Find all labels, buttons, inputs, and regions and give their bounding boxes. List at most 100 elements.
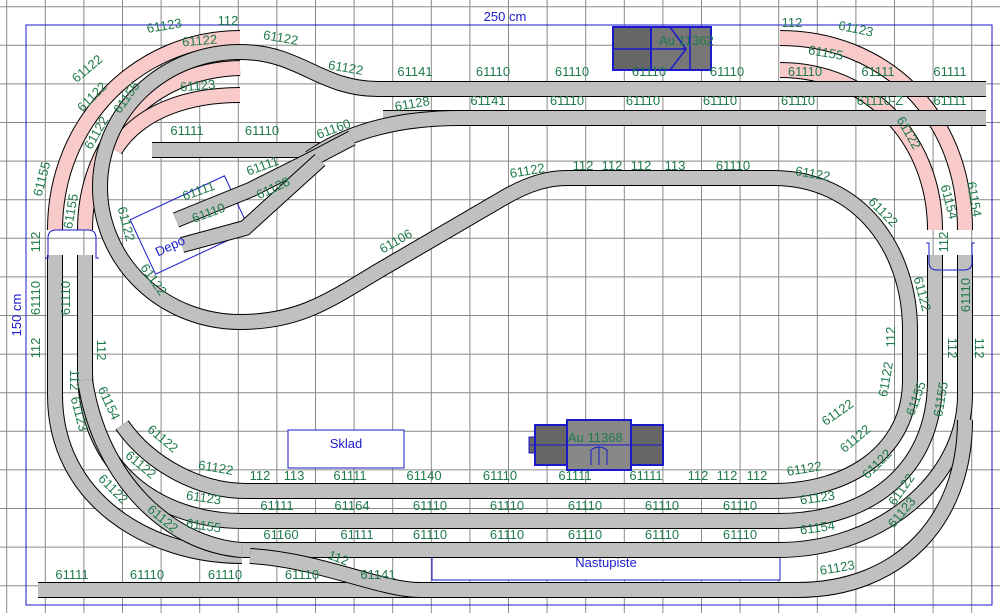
board-height-label: 150 cm	[9, 294, 24, 337]
track-label: 113	[284, 468, 305, 483]
placeholder-track[interactable]	[48, 31, 241, 231]
track-label: 61160	[263, 527, 298, 542]
track-label: 61141	[360, 567, 395, 582]
track-segment[interactable]	[48, 255, 243, 563]
track-label: 61111	[170, 123, 203, 138]
track-segment[interactable]	[173, 131, 356, 227]
track-label: 112	[747, 468, 768, 483]
platform-label: Nastupiste	[575, 555, 636, 570]
track-label: 61110	[645, 498, 679, 513]
tracks	[38, 30, 986, 598]
track-label: 61111	[933, 64, 966, 79]
track-label: 61123	[146, 15, 183, 36]
track-label: 61122	[327, 57, 364, 78]
track-label: 61110	[788, 64, 822, 79]
track-label: 61110	[781, 93, 815, 108]
track-segment[interactable]	[93, 45, 241, 329]
track-label: 61110	[703, 93, 737, 108]
building-bottom[interactable]: Au 11368	[528, 419, 664, 471]
track-label: 61110	[723, 498, 757, 513]
track-label: 61122	[509, 160, 546, 181]
track-label: 61110	[483, 468, 517, 483]
track-label: 61110	[626, 93, 660, 108]
track-label: 61164	[334, 498, 369, 513]
track-label: 112	[602, 158, 623, 173]
track-label: 112	[717, 468, 738, 483]
tunnel-portal-right	[926, 242, 975, 271]
track-label: 61110	[413, 527, 447, 542]
track-label: 61140	[406, 468, 441, 483]
track-label: 61110	[716, 158, 750, 173]
track-label: 61110	[958, 278, 973, 312]
track-label: 61122	[197, 457, 234, 478]
track-label: 112	[94, 340, 109, 361]
track-label: 61110	[632, 64, 666, 79]
depot-label: Depo	[153, 233, 188, 260]
track-label: 61122	[819, 396, 856, 428]
track-label: 61110	[710, 64, 744, 79]
warehouse-area[interactable]	[287, 429, 405, 469]
track-label: 61122	[786, 458, 823, 479]
track-label: 113	[665, 158, 686, 173]
track-segment[interactable]	[180, 154, 325, 252]
track-label: 61123	[837, 18, 875, 40]
track-label: 61110	[490, 527, 524, 542]
track-label: 61110	[413, 498, 447, 513]
board-width-label: 250 cm	[484, 9, 527, 24]
track-label: 112	[573, 158, 594, 173]
track-label: 61122	[837, 421, 874, 455]
track-label: 61123	[185, 488, 222, 508]
track-label: 61110	[28, 281, 43, 315]
track-label: 61155	[185, 516, 222, 536]
track-label: 61111	[558, 468, 591, 483]
track-label: 61110	[550, 93, 584, 108]
tunnel-portal-left	[45, 229, 99, 259]
track-label: 61111	[861, 64, 894, 79]
track-label: 61141	[470, 93, 505, 108]
track-label: 61154	[799, 518, 836, 538]
track-segment[interactable]	[239, 171, 773, 329]
track-label: 61123	[799, 488, 836, 508]
track-segment[interactable]	[796, 419, 972, 597]
track-segment[interactable]	[116, 420, 247, 498]
track-label: 61110	[476, 64, 510, 79]
track-label: 61111	[55, 567, 88, 582]
track-label: 61110	[490, 498, 524, 513]
track-label: 61110	[645, 527, 679, 542]
track-label: 112	[936, 232, 951, 253]
track-label: 61110	[285, 567, 319, 582]
track-label: 61110	[245, 123, 279, 138]
track-label: 61123	[179, 77, 215, 95]
building-top-label: Au 11362	[659, 33, 714, 48]
track-label: 112	[782, 15, 803, 30]
track-label: 112	[326, 547, 351, 568]
track-label: 112	[67, 370, 82, 391]
track-label: 112	[688, 468, 709, 483]
track-label: 61155	[30, 160, 54, 198]
track-label: 112	[250, 468, 271, 483]
track-label: 61110	[568, 527, 602, 542]
track-label: 61154	[964, 181, 985, 218]
track-segment[interactable]	[78, 378, 243, 557]
track-label: 61111	[260, 498, 293, 513]
track-label: 61110-Z	[857, 93, 904, 108]
track-label: 112	[631, 158, 652, 173]
track-label: 61111	[340, 527, 373, 542]
track-segment[interactable]	[249, 549, 421, 597]
track-label: 112	[28, 232, 43, 253]
track-label: 61128	[394, 93, 431, 114]
track-label: 61122	[181, 32, 217, 50]
track-segment[interactable]	[777, 255, 972, 557]
track-label: 61123	[819, 557, 856, 578]
track-label: 112	[972, 338, 987, 359]
track-label: 112	[945, 338, 960, 359]
track-segment[interactable]	[239, 45, 379, 96]
track-label: 61111	[933, 93, 966, 108]
track-label: 61111	[629, 468, 662, 483]
track-segment[interactable]	[777, 255, 942, 528]
building-top[interactable]: Au 11362	[612, 26, 714, 71]
track-segment[interactable]	[772, 171, 917, 498]
track-label: 61122	[262, 27, 299, 48]
placeholder-track[interactable]	[109, 88, 241, 154]
